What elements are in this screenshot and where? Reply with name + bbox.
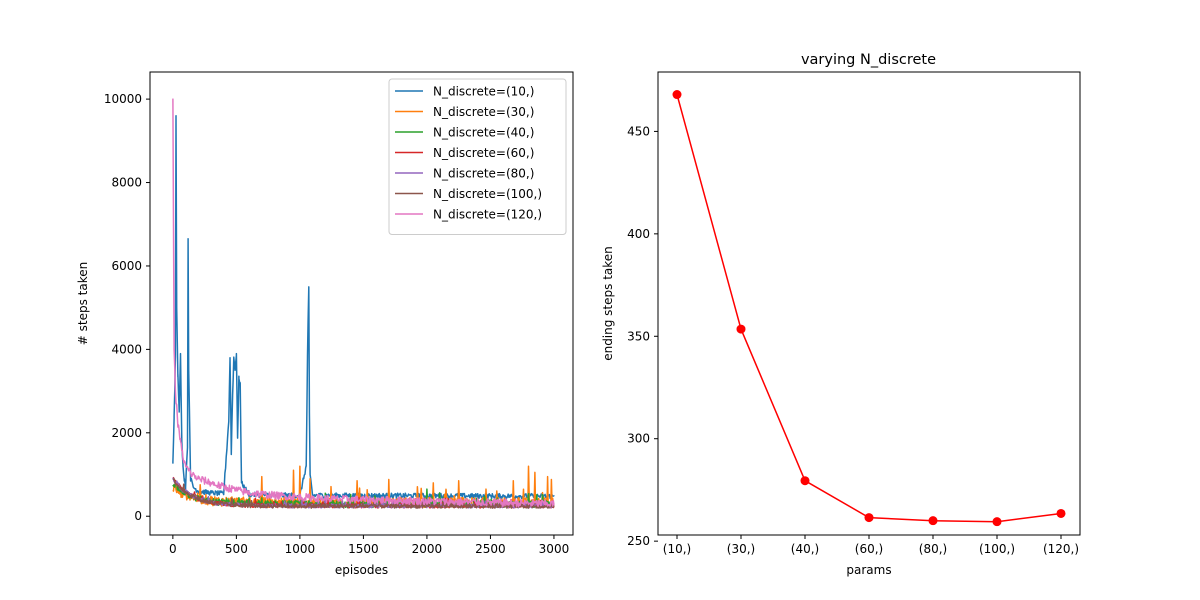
right-x-axis-label: params [846, 563, 891, 577]
right-x-ticks: (10,) (30,) (40,) (60,) (80,) (100,) (120,) [663, 535, 1079, 556]
left-y-tick-label-2: 4000 [111, 342, 142, 356]
right-x-tick-label-5: (100,) [979, 542, 1015, 556]
right-point-6 [1056, 508, 1066, 518]
right-y-axis-label: ending steps taken [601, 246, 615, 361]
left-legend-box [388, 78, 567, 235]
left-axes-frame [149, 71, 574, 536]
right-x-tick-label-3: (60,) [855, 542, 883, 556]
right-series [672, 90, 1066, 527]
left-legend-entry-1: N_discrete=(30,) [433, 105, 534, 119]
left-legend-entry-4: N_discrete=(80,) [433, 167, 534, 181]
right-point-1 [736, 324, 746, 334]
left-y-ticks: 0 2000 4000 6000 8000 10000 [104, 92, 150, 523]
left-y-tick-label-1: 2000 [111, 426, 142, 440]
left-x-tick-label-2: 1000 [285, 542, 316, 556]
left-chart: 0 500 1000 1500 2000 2500 3000 0 2000 4000 6000 80… [76, 71, 574, 577]
right-point-2 [800, 476, 810, 486]
right-point-3 [864, 513, 874, 523]
right-chart: varying N_discrete (10,) (30,) (40,) (60,)(… [601, 52, 1081, 577]
right-point-4 [928, 516, 938, 526]
right-x-tick-label-2: (40,) [791, 542, 819, 556]
right-x-tick-label-0: (10,) [663, 542, 691, 556]
left-y-tick-label-0: 0 [134, 509, 142, 523]
right-y-ticks: 250 300 350 400 450 [627, 124, 658, 548]
left-x-axis-label: episodes [335, 563, 388, 577]
left-legend-entry-6: N_discrete=(120,) [433, 208, 542, 222]
left-legend-entry-5: N_discrete=(100,) [433, 187, 542, 201]
left-legend-entry-3: N_discrete=(60,) [433, 146, 534, 160]
left-y-tick-label-5: 10000 [104, 92, 142, 106]
left-y-tick-label-4: 8000 [111, 176, 142, 190]
right-x-tick-label-4: (80,) [919, 542, 947, 556]
left-y-axis-label: # steps taken [76, 262, 90, 345]
left-x-tick-label-3: 1500 [348, 542, 379, 556]
left-x-tick-label-4: 2000 [412, 542, 443, 556]
left-legend-entry-2: N_discrete=(40,) [433, 126, 534, 140]
right-point-0 [672, 90, 682, 100]
left-legend: N_discrete=(10,) N_discrete=(30,) N_discre… [388, 78, 567, 235]
left-x-tick-label-6: 3000 [539, 542, 570, 556]
left-legend-entry-0: N_discrete=(10,) [433, 85, 534, 99]
left-series-line-6 [172, 98, 555, 508]
right-y-tick-label-3: 400 [627, 227, 650, 241]
right-y-tick-label-1: 300 [627, 432, 650, 446]
right-x-tick-label-1: (30,) [727, 542, 755, 556]
left-x-tick-label-1: 500 [225, 542, 248, 556]
left-series-lines [172, 98, 555, 509]
right-x-tick-label-6: (120,) [1043, 542, 1079, 556]
right-y-tick-label-2: 350 [627, 329, 650, 343]
right-y-tick-label-4: 450 [627, 124, 650, 138]
left-x-ticks: 0 500 1000 1500 2000 2500 3000 [169, 535, 569, 556]
right-y-tick-label-0: 250 [627, 534, 650, 548]
left-x-tick-label-5: 2500 [475, 542, 506, 556]
right-chart-title: varying N_discrete [801, 52, 936, 68]
left-x-tick-label-0: 0 [169, 542, 177, 556]
right-point-5 [992, 517, 1002, 527]
left-series-line-5 [172, 478, 555, 509]
left-y-tick-label-3: 6000 [111, 259, 142, 273]
